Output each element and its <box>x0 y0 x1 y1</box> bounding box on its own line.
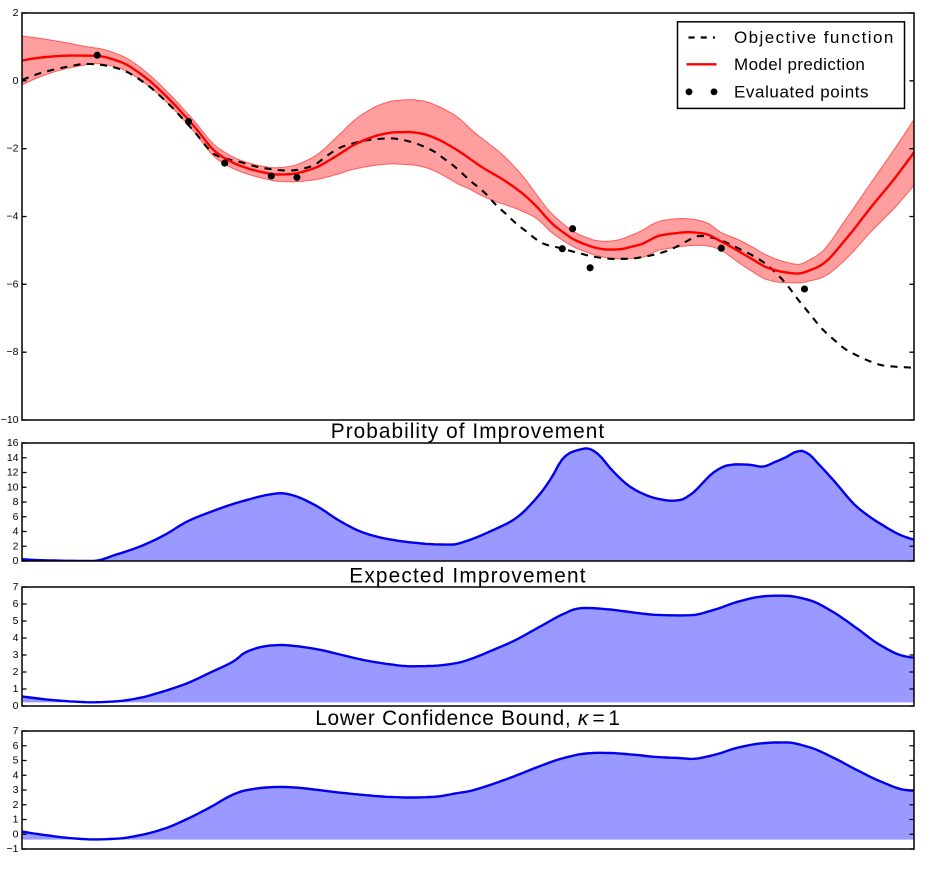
svg-text:7: 7 <box>13 725 19 737</box>
svg-text:3: 3 <box>13 784 19 796</box>
svg-text:Objective function: Objective function <box>734 28 895 47</box>
svg-text:6: 6 <box>13 598 19 610</box>
svg-text:6: 6 <box>13 511 19 523</box>
svg-text:12: 12 <box>7 467 19 479</box>
svg-text:Evaluated points: Evaluated points <box>734 83 869 102</box>
svg-text:4: 4 <box>13 526 19 538</box>
svg-text:14: 14 <box>7 452 19 464</box>
svg-text:−1: −1 <box>7 843 19 855</box>
svg-text:0: 0 <box>13 555 19 567</box>
svg-text:−10: −10 <box>1 414 19 426</box>
svg-text:3: 3 <box>13 649 19 661</box>
svg-text:5: 5 <box>13 755 19 767</box>
svg-text:Probability of Improvement: Probability of Improvement <box>331 420 605 443</box>
svg-text:7: 7 <box>13 581 19 593</box>
svg-text:−4: −4 <box>7 211 19 223</box>
svg-text:10: 10 <box>7 481 19 493</box>
svg-text:6: 6 <box>13 740 19 752</box>
svg-text:4: 4 <box>13 632 19 644</box>
svg-text:−8: −8 <box>7 346 19 358</box>
svg-text:2: 2 <box>13 799 19 811</box>
svg-text:Lower Confidence Bound, κ=1: Lower Confidence Bound, κ = 1 <box>315 707 620 730</box>
svg-text:2: 2 <box>13 666 19 678</box>
svg-text:4: 4 <box>13 769 19 781</box>
svg-text:Expected Improvement: Expected Improvement <box>349 564 586 587</box>
svg-text:5: 5 <box>13 615 19 627</box>
svg-text:1: 1 <box>13 814 19 826</box>
svg-text:0: 0 <box>13 700 19 712</box>
svg-text:16: 16 <box>7 437 19 449</box>
svg-text:0: 0 <box>13 75 19 87</box>
svg-text:2: 2 <box>13 7 19 19</box>
svg-text:−2: −2 <box>7 143 19 155</box>
svg-text:Model prediction: Model prediction <box>734 55 865 74</box>
svg-text:0: 0 <box>13 828 19 840</box>
svg-text:2: 2 <box>13 540 19 552</box>
svg-text:1: 1 <box>13 683 19 695</box>
svg-text:8: 8 <box>13 496 19 508</box>
svg-text:−6: −6 <box>7 278 19 290</box>
